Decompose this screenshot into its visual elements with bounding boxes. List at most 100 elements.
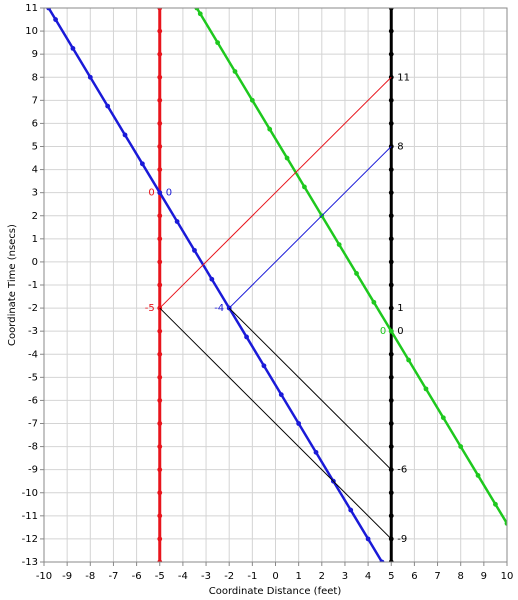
- clock-tick: [139, 161, 145, 167]
- clock-tick: [232, 69, 238, 74]
- clock-tick: [406, 357, 412, 363]
- clock-tick: [157, 536, 163, 542]
- clock-tick: [157, 282, 163, 288]
- y-tick-label: 3: [32, 188, 38, 199]
- y-tick-label: -13: [22, 557, 38, 568]
- clock-tick: [157, 513, 163, 519]
- clock-tick: [209, 276, 215, 282]
- clock-tick: [388, 282, 394, 288]
- clock-tick: [388, 51, 394, 57]
- x-tick-label: -1: [247, 571, 257, 582]
- clock-tick: [157, 236, 163, 242]
- x-tick-label: 7: [434, 571, 440, 582]
- clock-tick: [267, 126, 273, 132]
- clock-reading: -9: [397, 534, 407, 545]
- y-tick-label: -7: [28, 419, 38, 430]
- x-tick-label: 6: [411, 571, 417, 582]
- clock-tick: [261, 363, 267, 369]
- clock-tick: [493, 501, 498, 507]
- clock-reading: -4: [214, 303, 224, 314]
- clock-tick: [157, 421, 163, 426]
- clock-tick: [157, 144, 163, 149]
- clock-tick: [371, 299, 377, 305]
- clock-tick: [365, 536, 371, 542]
- y-tick-label: -4: [28, 349, 38, 360]
- clock-tick: [348, 507, 354, 513]
- clock-tick: [388, 190, 394, 196]
- clock-tick: [194, 8, 200, 11]
- clock-tick: [379, 559, 385, 562]
- x-tick-label: 9: [481, 571, 487, 582]
- clock-reading: 11: [397, 72, 410, 83]
- clock-tick: [157, 328, 163, 334]
- y-tick-label: -10: [22, 488, 38, 499]
- clock-reading: 8: [397, 142, 403, 153]
- clock-tick: [354, 271, 359, 276]
- y-tick-label: 1: [32, 234, 38, 245]
- x-tick-label: -2: [224, 571, 234, 582]
- clock-tick: [157, 490, 163, 496]
- clock-tick: [157, 121, 163, 126]
- clock-tick: [388, 328, 394, 334]
- clock-tick: [46, 8, 52, 11]
- clock-tick: [423, 386, 429, 392]
- clock-tick: [157, 467, 163, 473]
- x-axis-label: Coordinate Distance (feet): [209, 586, 342, 597]
- x-tick-label: 4: [365, 571, 371, 582]
- clock-tick: [388, 559, 394, 562]
- clock-tick: [458, 444, 464, 449]
- worldline: [228, 307, 392, 471]
- x-tick-label: -8: [85, 571, 95, 582]
- clock-tick: [388, 8, 394, 11]
- x-tick-label: -10: [36, 571, 52, 582]
- worldline: [195, 8, 507, 525]
- y-tick-label: -9: [28, 465, 38, 476]
- y-tick-label: -11: [22, 511, 38, 522]
- y-tick-label: -5: [28, 372, 38, 383]
- clock-tick: [192, 247, 197, 253]
- clock-tick: [157, 259, 163, 265]
- clock-tick: [87, 74, 93, 80]
- clock-tick: [388, 490, 394, 496]
- clock-tick: [284, 155, 290, 161]
- clock-tick: [244, 334, 249, 340]
- x-tick-label: -4: [178, 571, 188, 582]
- clock-tick: [157, 8, 163, 11]
- clock-tick: [388, 167, 394, 172]
- clock-tick: [475, 473, 481, 478]
- x-tick-label: -6: [132, 571, 142, 582]
- clock-tick: [388, 213, 394, 219]
- y-tick-label: 7: [32, 95, 38, 106]
- y-tick-label: -3: [28, 326, 38, 337]
- clock-tick: [388, 513, 394, 519]
- clock-tick: [302, 184, 307, 190]
- grid: [43, 7, 508, 563]
- clock-reading: 0: [166, 188, 172, 199]
- clock-tick: [157, 97, 163, 103]
- y-tick-label: 8: [32, 72, 38, 83]
- clock-tick: [388, 398, 394, 403]
- clock-tick: [278, 392, 284, 398]
- x-tick-label: 2: [319, 571, 325, 582]
- y-tick-label: 11: [25, 3, 38, 14]
- clock-tick: [296, 421, 302, 426]
- clock-reading: 0: [397, 326, 403, 337]
- y-tick-label: 5: [32, 142, 38, 153]
- clock-tick: [157, 398, 163, 403]
- clock-tick: [157, 51, 163, 57]
- clock-tick: [440, 415, 446, 421]
- y-tick-label: -1: [28, 280, 38, 291]
- clock-tick: [157, 74, 163, 80]
- clock-tick: [157, 444, 163, 449]
- y-tick-label: 2: [32, 211, 38, 222]
- clock-tick: [388, 236, 394, 242]
- clock-tick: [157, 559, 163, 562]
- x-tick-label: 10: [501, 571, 514, 582]
- clock-reading: 1: [397, 303, 403, 314]
- clock-tick: [174, 219, 180, 224]
- y-tick-label: -8: [28, 442, 38, 453]
- clock-tick: [53, 17, 58, 22]
- clock-tick: [157, 351, 163, 357]
- clock-tick: [249, 97, 255, 103]
